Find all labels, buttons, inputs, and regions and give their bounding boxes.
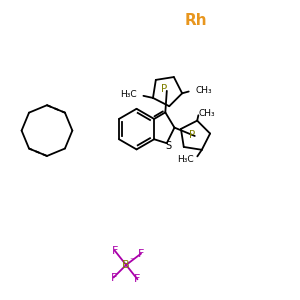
Text: ⁻: ⁻ xyxy=(129,256,134,266)
Text: F: F xyxy=(134,274,141,284)
Text: F: F xyxy=(138,249,144,259)
Text: S: S xyxy=(166,141,172,151)
Text: Rh: Rh xyxy=(185,13,208,28)
Text: H₃C: H₃C xyxy=(120,90,136,99)
Text: P: P xyxy=(189,130,195,140)
Text: H₃C: H₃C xyxy=(177,155,194,164)
Text: F: F xyxy=(110,272,117,283)
Text: B: B xyxy=(122,260,130,270)
Text: CH₃: CH₃ xyxy=(196,86,212,95)
Text: CH₃: CH₃ xyxy=(199,109,215,118)
Text: P: P xyxy=(161,84,167,94)
Text: F: F xyxy=(112,246,118,256)
